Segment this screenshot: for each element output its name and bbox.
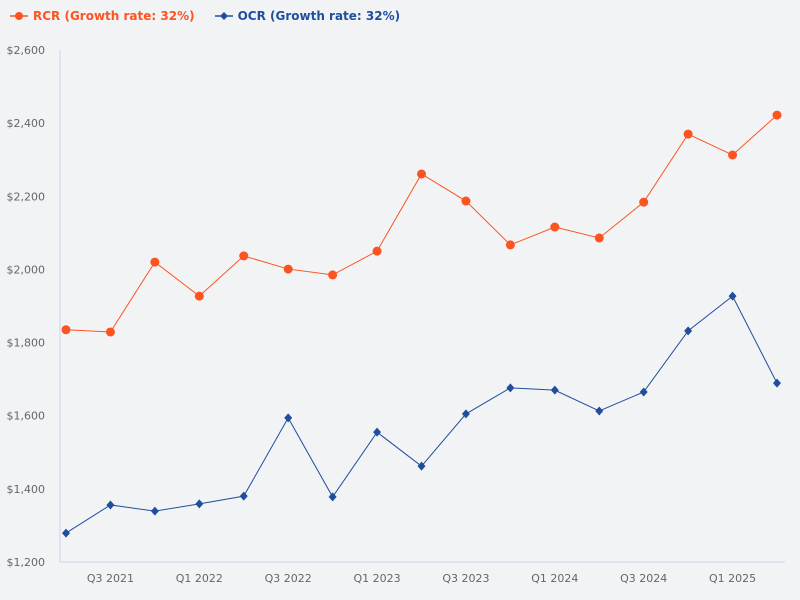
data-point	[683, 129, 693, 139]
data-point	[417, 169, 426, 179]
y-tick-label: $1,200	[7, 556, 46, 569]
data-point	[639, 387, 648, 397]
data-point	[62, 528, 70, 538]
data-point	[684, 326, 693, 336]
legend: RCR (Growth rate: 32%) OCR (Growth rate:…	[10, 9, 400, 23]
x-tick-label: Q3 2021	[87, 572, 134, 585]
data-point	[328, 492, 337, 502]
data-point	[506, 383, 515, 393]
legend-label-rcr: RCR (Growth rate: 32%)	[33, 9, 195, 23]
data-point	[283, 264, 293, 274]
data-point	[505, 240, 515, 250]
data-point	[106, 500, 115, 510]
data-point	[773, 378, 781, 388]
data-point	[372, 246, 382, 256]
data-point	[150, 506, 159, 516]
data-point	[461, 409, 470, 419]
x-tick-label: Q1 2024	[531, 572, 578, 585]
x-tick-label: Q1 2025	[709, 572, 756, 585]
data-point	[728, 150, 738, 160]
data-point	[61, 325, 71, 335]
legend-item-ocr[interactable]: OCR (Growth rate: 32%)	[214, 9, 401, 23]
data-point	[639, 197, 649, 207]
y-tick-label: $2,000	[7, 263, 46, 276]
y-tick-label: $1,800	[7, 337, 46, 350]
y-tick-label: $2,400	[7, 117, 46, 130]
data-point	[595, 406, 604, 416]
x-tick-label: Q3 2023	[442, 572, 489, 585]
series-line-1	[65, 295, 778, 534]
data-point	[105, 327, 115, 337]
data-point	[373, 427, 382, 437]
data-point	[728, 291, 737, 301]
data-point	[150, 257, 160, 267]
legend-item-rcr[interactable]: RCR (Growth rate: 32%)	[10, 9, 195, 23]
data-point	[550, 385, 559, 395]
data-point	[417, 461, 426, 471]
data-point	[594, 233, 604, 243]
x-tick-label: Q3 2022	[265, 572, 312, 585]
diamond-marker-icon	[214, 12, 233, 20]
data-point	[195, 499, 204, 509]
x-tick-label: Q1 2022	[176, 572, 223, 585]
legend-label-ocr: OCR (Growth rate: 32%)	[237, 9, 401, 23]
x-tick-label: Q1 2023	[353, 572, 400, 585]
data-point	[461, 196, 471, 206]
data-point	[239, 491, 248, 501]
data-point	[328, 270, 338, 280]
y-tick-label: $1,400	[7, 483, 46, 496]
data-point	[284, 413, 293, 423]
x-tick-label: Q3 2024	[620, 572, 667, 585]
data-point	[239, 251, 249, 261]
y-tick-label: $2,200	[7, 190, 46, 203]
circle-marker-icon	[10, 12, 28, 20]
data-point	[194, 291, 204, 301]
y-tick-label: $1,600	[7, 410, 46, 423]
data-point	[550, 222, 560, 232]
y-tick-label: $2,600	[7, 44, 46, 57]
data-point	[772, 110, 782, 120]
series-line-0	[65, 114, 778, 333]
